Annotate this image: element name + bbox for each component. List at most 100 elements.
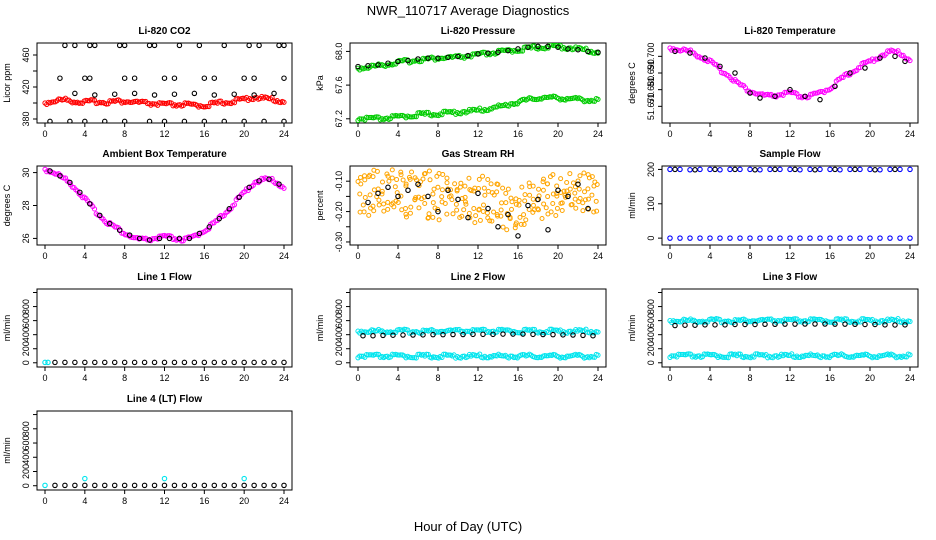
data-point [595,96,601,102]
data-point [525,202,531,209]
data-point [116,43,123,49]
data-point [515,46,521,52]
data-point [444,352,450,358]
data-point [712,322,718,328]
data-point [251,482,257,489]
data-point [570,180,576,186]
panel-title: Sample Flow [759,149,820,160]
data-point [458,180,464,186]
data-point [717,235,723,241]
data-point [500,185,506,191]
data-point [437,328,443,335]
y-tick-label: 100 [646,196,656,211]
x-tick-label: 0 [355,373,360,383]
x-tick-label: 4 [707,373,712,383]
data-point [121,43,128,49]
data-point [817,235,823,241]
data-point [767,235,773,241]
data-point [582,189,588,195]
data-point [902,58,908,65]
x-tick-label: 20 [553,373,563,383]
data-point [907,235,913,241]
data-point [391,204,397,210]
data-point [416,205,422,211]
data-point [559,200,565,206]
data-point [797,235,803,241]
data-point [111,91,118,97]
y-axis-label: ml/min [2,437,12,464]
series-pressure-lower-green [355,93,601,123]
data-point [211,482,218,489]
data-point [462,194,468,200]
series-line4-black [52,482,287,489]
data-point [459,213,465,219]
data-point [577,173,583,179]
data-point [246,43,252,49]
plot-frame [661,165,919,246]
data-point [181,118,188,123]
data-point [787,86,793,93]
data-point [427,177,433,183]
data-point [877,235,883,241]
data-point [231,482,237,489]
data-point [782,89,788,95]
data-point [702,322,708,328]
data-point [757,95,763,101]
data-point [892,53,898,60]
data-point [261,118,267,123]
data-point [161,475,168,482]
data-point [465,52,471,59]
data-point [550,331,556,338]
data-point [476,176,482,182]
x-tick-label: 0 [667,251,672,261]
data-point [422,201,428,207]
y-axis-label: ml/min [627,192,637,219]
data-point [521,212,527,218]
x-tick-label: 24 [279,129,289,139]
data-point [892,166,898,173]
data-point [181,359,188,366]
data-point [720,354,726,360]
data-point [231,91,237,97]
data-point [902,322,908,328]
x-tick-label: 8 [122,251,127,261]
y-tick-label: 28 [21,200,31,210]
data-point [216,98,222,104]
data-point [400,177,406,183]
y-axis-label: ml/min [315,315,325,342]
data-point [72,43,78,49]
data-point [787,166,793,173]
data-point [752,321,758,328]
data-point [422,170,428,176]
data-point [507,216,513,222]
data-point [471,188,477,194]
data-point [181,482,188,489]
data-point [518,221,524,227]
data-point [392,184,398,190]
data-point [717,63,723,70]
data-point [862,317,869,323]
data-point [572,196,578,202]
x-tick-label: 4 [82,251,87,261]
data-point [413,177,419,183]
y-tick-label: -0.30 [334,232,344,253]
data-point [525,44,531,50]
data-point [594,181,600,187]
data-point [398,112,404,119]
data-point [707,166,713,173]
data-point [861,59,867,66]
data-point [504,211,510,217]
data-point [527,192,533,198]
data-point [395,193,401,200]
data-point [545,194,551,200]
data-point [436,217,442,223]
data-point [423,109,430,115]
panel-line1: Line 1 Flow ml/min 0 4 8 12 16 20 24 0 20040060080… [2,272,293,383]
data-point [72,359,78,366]
data-marks [42,43,287,123]
y-tick-label: 67.6 [334,76,344,94]
x-tick-label: 8 [122,129,127,139]
data-point [121,482,128,489]
